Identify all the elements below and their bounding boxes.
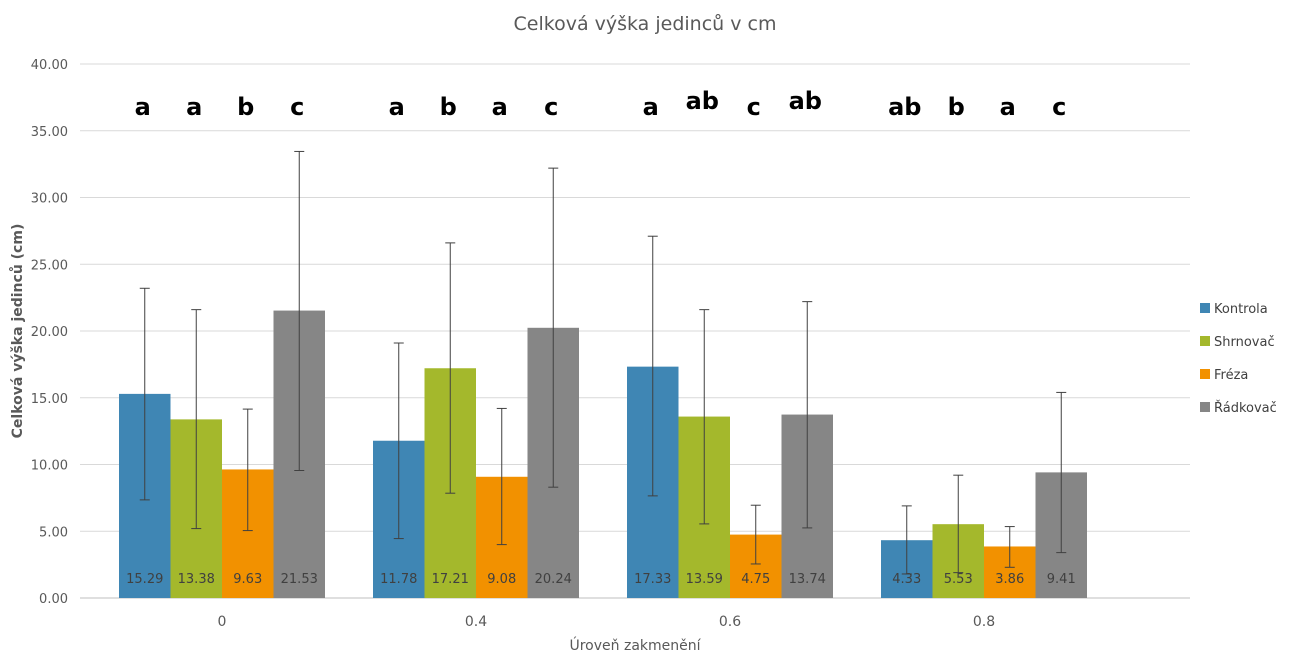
bars: [119, 150, 1087, 598]
legend-swatch: [1200, 303, 1210, 313]
x-tick-label: 0: [218, 614, 227, 630]
significance-letter: a: [643, 93, 659, 121]
significance-letter: ab: [686, 87, 719, 115]
data-label: 4.75: [741, 572, 770, 587]
data-label: 11.78: [380, 572, 417, 587]
data-label: 17.33: [634, 572, 671, 587]
significance-letter: a: [135, 93, 151, 121]
legend-label: Fréza: [1214, 368, 1248, 383]
data-label: 17.21: [432, 572, 469, 587]
data-label: 20.24: [535, 572, 572, 587]
data-label: 5.53: [944, 572, 973, 587]
significance-letter: a: [1000, 93, 1016, 121]
significance-letter: c: [290, 93, 304, 121]
x-tick-label: 0.6: [719, 614, 741, 630]
significance-letter: a: [186, 93, 202, 121]
significance-letter: c: [747, 93, 761, 121]
significance-letter: b: [948, 93, 965, 121]
data-label: 4.33: [892, 572, 921, 587]
y-tick-label: 35.00: [31, 125, 68, 140]
data-label: 13.38: [178, 572, 215, 587]
y-tick-label: 25.00: [31, 258, 68, 273]
data-label: 21.53: [281, 572, 318, 587]
legend-swatch: [1200, 336, 1210, 346]
y-tick-label: 20.00: [31, 325, 68, 340]
y-tick-label: 15.00: [31, 392, 68, 407]
significance-letter: b: [237, 93, 254, 121]
significance-letter: a: [389, 93, 405, 121]
y-tick-label: 5.00: [39, 525, 68, 540]
significance-letter: ab: [888, 93, 921, 121]
y-tick-label: 40.00: [31, 58, 68, 73]
significance-letter: c: [1052, 93, 1066, 121]
significance-letter: ab: [789, 87, 822, 115]
y-tick-label: 0.00: [39, 592, 68, 607]
data-label: 9.63: [233, 572, 262, 587]
data-labels: 15.29 13.38 9.63 21.53 11.78 17.21 9.08 20.24 17…: [126, 572, 1076, 587]
data-label: 13.59: [686, 572, 723, 587]
chart-title: Celková výška jedinců v cm: [514, 13, 777, 35]
y-axis-label: Celková výška jedinců (cm): [9, 224, 26, 439]
significance-letters: a a b c a b a c a ab c ab ab b a c: [135, 87, 1067, 121]
legend-label: Řádkovač: [1214, 400, 1277, 416]
x-tick-labels: 0 0.4 0.6 0.8: [218, 614, 996, 630]
legend-swatch: [1200, 369, 1210, 379]
legend: Kontrola Shrnovač Fréza Řádkovač: [1200, 302, 1277, 416]
y-tick-labels: 0.00 5.00 10.00 15.00 20.00 25.00 30.00 35.00 40…: [31, 58, 68, 607]
data-label: 13.74: [789, 572, 826, 587]
significance-letter: a: [492, 93, 508, 121]
significance-letter: c: [544, 93, 558, 121]
x-axis-label: Úroveň zakmenění: [569, 636, 701, 654]
legend-label: Shrnovač: [1214, 335, 1275, 350]
x-tick-label: 0.8: [973, 614, 995, 630]
data-label: 9.08: [487, 572, 516, 587]
legend-label: Kontrola: [1214, 302, 1268, 317]
significance-letter: b: [440, 93, 457, 121]
y-tick-label: 30.00: [31, 192, 68, 207]
x-tick-label: 0.4: [465, 614, 487, 630]
y-tick-label: 10.00: [31, 459, 68, 474]
legend-swatch: [1200, 402, 1210, 412]
data-label: 3.86: [995, 572, 1024, 587]
data-label: 15.29: [126, 572, 163, 587]
data-label: 9.41: [1047, 572, 1076, 587]
